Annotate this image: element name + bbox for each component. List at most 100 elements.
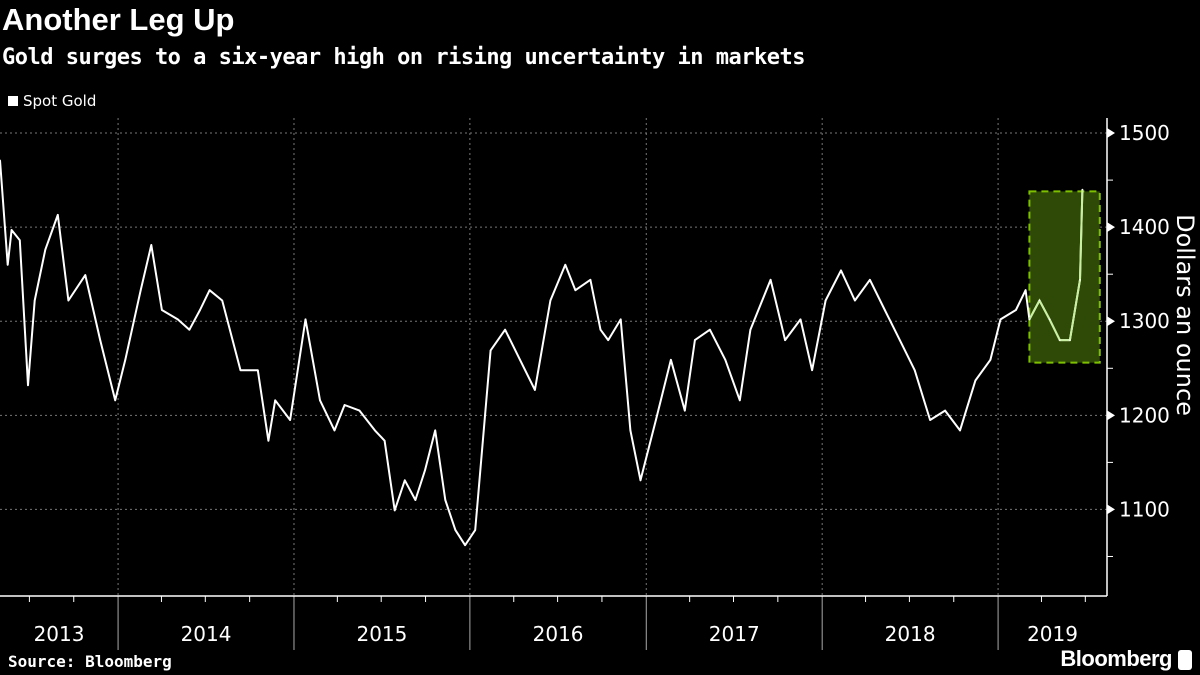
data-point: [404, 479, 406, 482]
data-point: [444, 499, 447, 501]
data-point: [769, 279, 772, 281]
x-tick-label: 2018: [885, 622, 936, 646]
data-point: [811, 369, 813, 371]
x-tick-label: 2019: [1027, 622, 1078, 646]
data-point: [869, 279, 871, 281]
data-point: [1081, 188, 1084, 191]
data-point: [709, 328, 711, 331]
highlight-box: [1028, 190, 1101, 364]
y-tick-marker: [1107, 128, 1115, 139]
data-point: [343, 404, 346, 406]
data-point: [374, 429, 376, 432]
data-point: [177, 318, 179, 321]
data-point: [534, 389, 536, 391]
data-point: [799, 318, 802, 321]
data-point: [1079, 279, 1081, 281]
y-tick-marker: [1107, 316, 1115, 327]
y-tick-marker: [1107, 222, 1115, 233]
data-point: [670, 359, 672, 361]
legend-swatch: [8, 96, 18, 106]
data-point: [619, 318, 622, 321]
data-point: [1024, 289, 1027, 291]
data-point: [944, 409, 946, 412]
data-point: [464, 544, 466, 546]
data-point: [607, 339, 609, 341]
data-point: [434, 429, 436, 432]
data-point: [358, 409, 361, 412]
data-point: [989, 359, 992, 361]
brand-logo: Bloomberg: [1060, 646, 1172, 671]
data-point: [161, 309, 163, 311]
data-point: [188, 328, 191, 331]
legend-label: Spot Gold: [23, 92, 97, 110]
x-tick-label: 2017: [709, 622, 760, 646]
data-point: [0, 159, 1, 162]
data-point: [1069, 339, 1071, 341]
chart-subtitle: Gold surges to a six-year high on rising…: [2, 45, 805, 70]
data-point: [589, 279, 592, 281]
data-point: [27, 384, 29, 387]
data-point: [913, 369, 916, 371]
data-point: [333, 429, 336, 432]
x-tick-label: 2014: [181, 622, 232, 646]
data-point: [738, 399, 741, 402]
data-point: [549, 299, 552, 302]
data-point: [393, 509, 396, 512]
y-tick-label: 1100: [1119, 497, 1170, 521]
data-point: [84, 274, 87, 276]
data-point: [574, 289, 577, 291]
data-point: [150, 244, 153, 246]
data-point: [1058, 339, 1061, 341]
data-point: [454, 529, 457, 531]
data-point: [639, 479, 642, 482]
data-point: [383, 439, 386, 442]
data-point: [139, 289, 142, 291]
data-point: [999, 318, 1002, 321]
data-point: [840, 269, 842, 272]
data-point: [199, 309, 201, 311]
data-point: [18, 239, 21, 242]
data-point: [6, 263, 9, 266]
x-tick-label: 2016: [533, 622, 584, 646]
data-point: [474, 529, 476, 531]
data-point: [489, 349, 492, 352]
data-point: [304, 318, 307, 321]
data-point: [1048, 318, 1051, 321]
data-point: [114, 399, 116, 402]
data-point: [319, 399, 321, 402]
data-point: [274, 399, 276, 402]
bloomberg-icon: [1178, 650, 1192, 670]
data-point: [67, 299, 70, 302]
data-point: [684, 409, 686, 412]
legend: Spot Gold: [8, 92, 96, 110]
data-point: [974, 379, 977, 382]
x-tick-label: 2013: [34, 622, 85, 646]
data-point: [33, 299, 36, 302]
data-point: [784, 339, 786, 341]
y-axis-label: Dollars an ounce: [1171, 214, 1199, 416]
data-point: [959, 429, 961, 432]
y-tick-marker: [1107, 410, 1115, 421]
data-point: [629, 429, 632, 432]
y-tick-label: 1300: [1119, 309, 1170, 333]
series-line-spot-gold: [0, 160, 1084, 547]
y-tick-label: 1200: [1119, 403, 1170, 427]
data-point: [1015, 309, 1017, 311]
data-point: [504, 328, 506, 331]
data-point: [884, 309, 886, 311]
data-point: [414, 499, 417, 501]
data-point: [221, 299, 223, 302]
data-point: [824, 299, 827, 302]
data-point: [44, 248, 47, 251]
y-tick-label: 1400: [1119, 215, 1170, 239]
data-point: [655, 419, 657, 421]
data-point: [99, 339, 102, 341]
data-point: [424, 469, 426, 471]
data-point: [239, 369, 242, 371]
y-tick-marker: [1107, 504, 1115, 515]
data-point: [124, 359, 127, 361]
data-point: [724, 359, 727, 361]
data-point: [854, 299, 856, 302]
data-point: [929, 419, 931, 421]
